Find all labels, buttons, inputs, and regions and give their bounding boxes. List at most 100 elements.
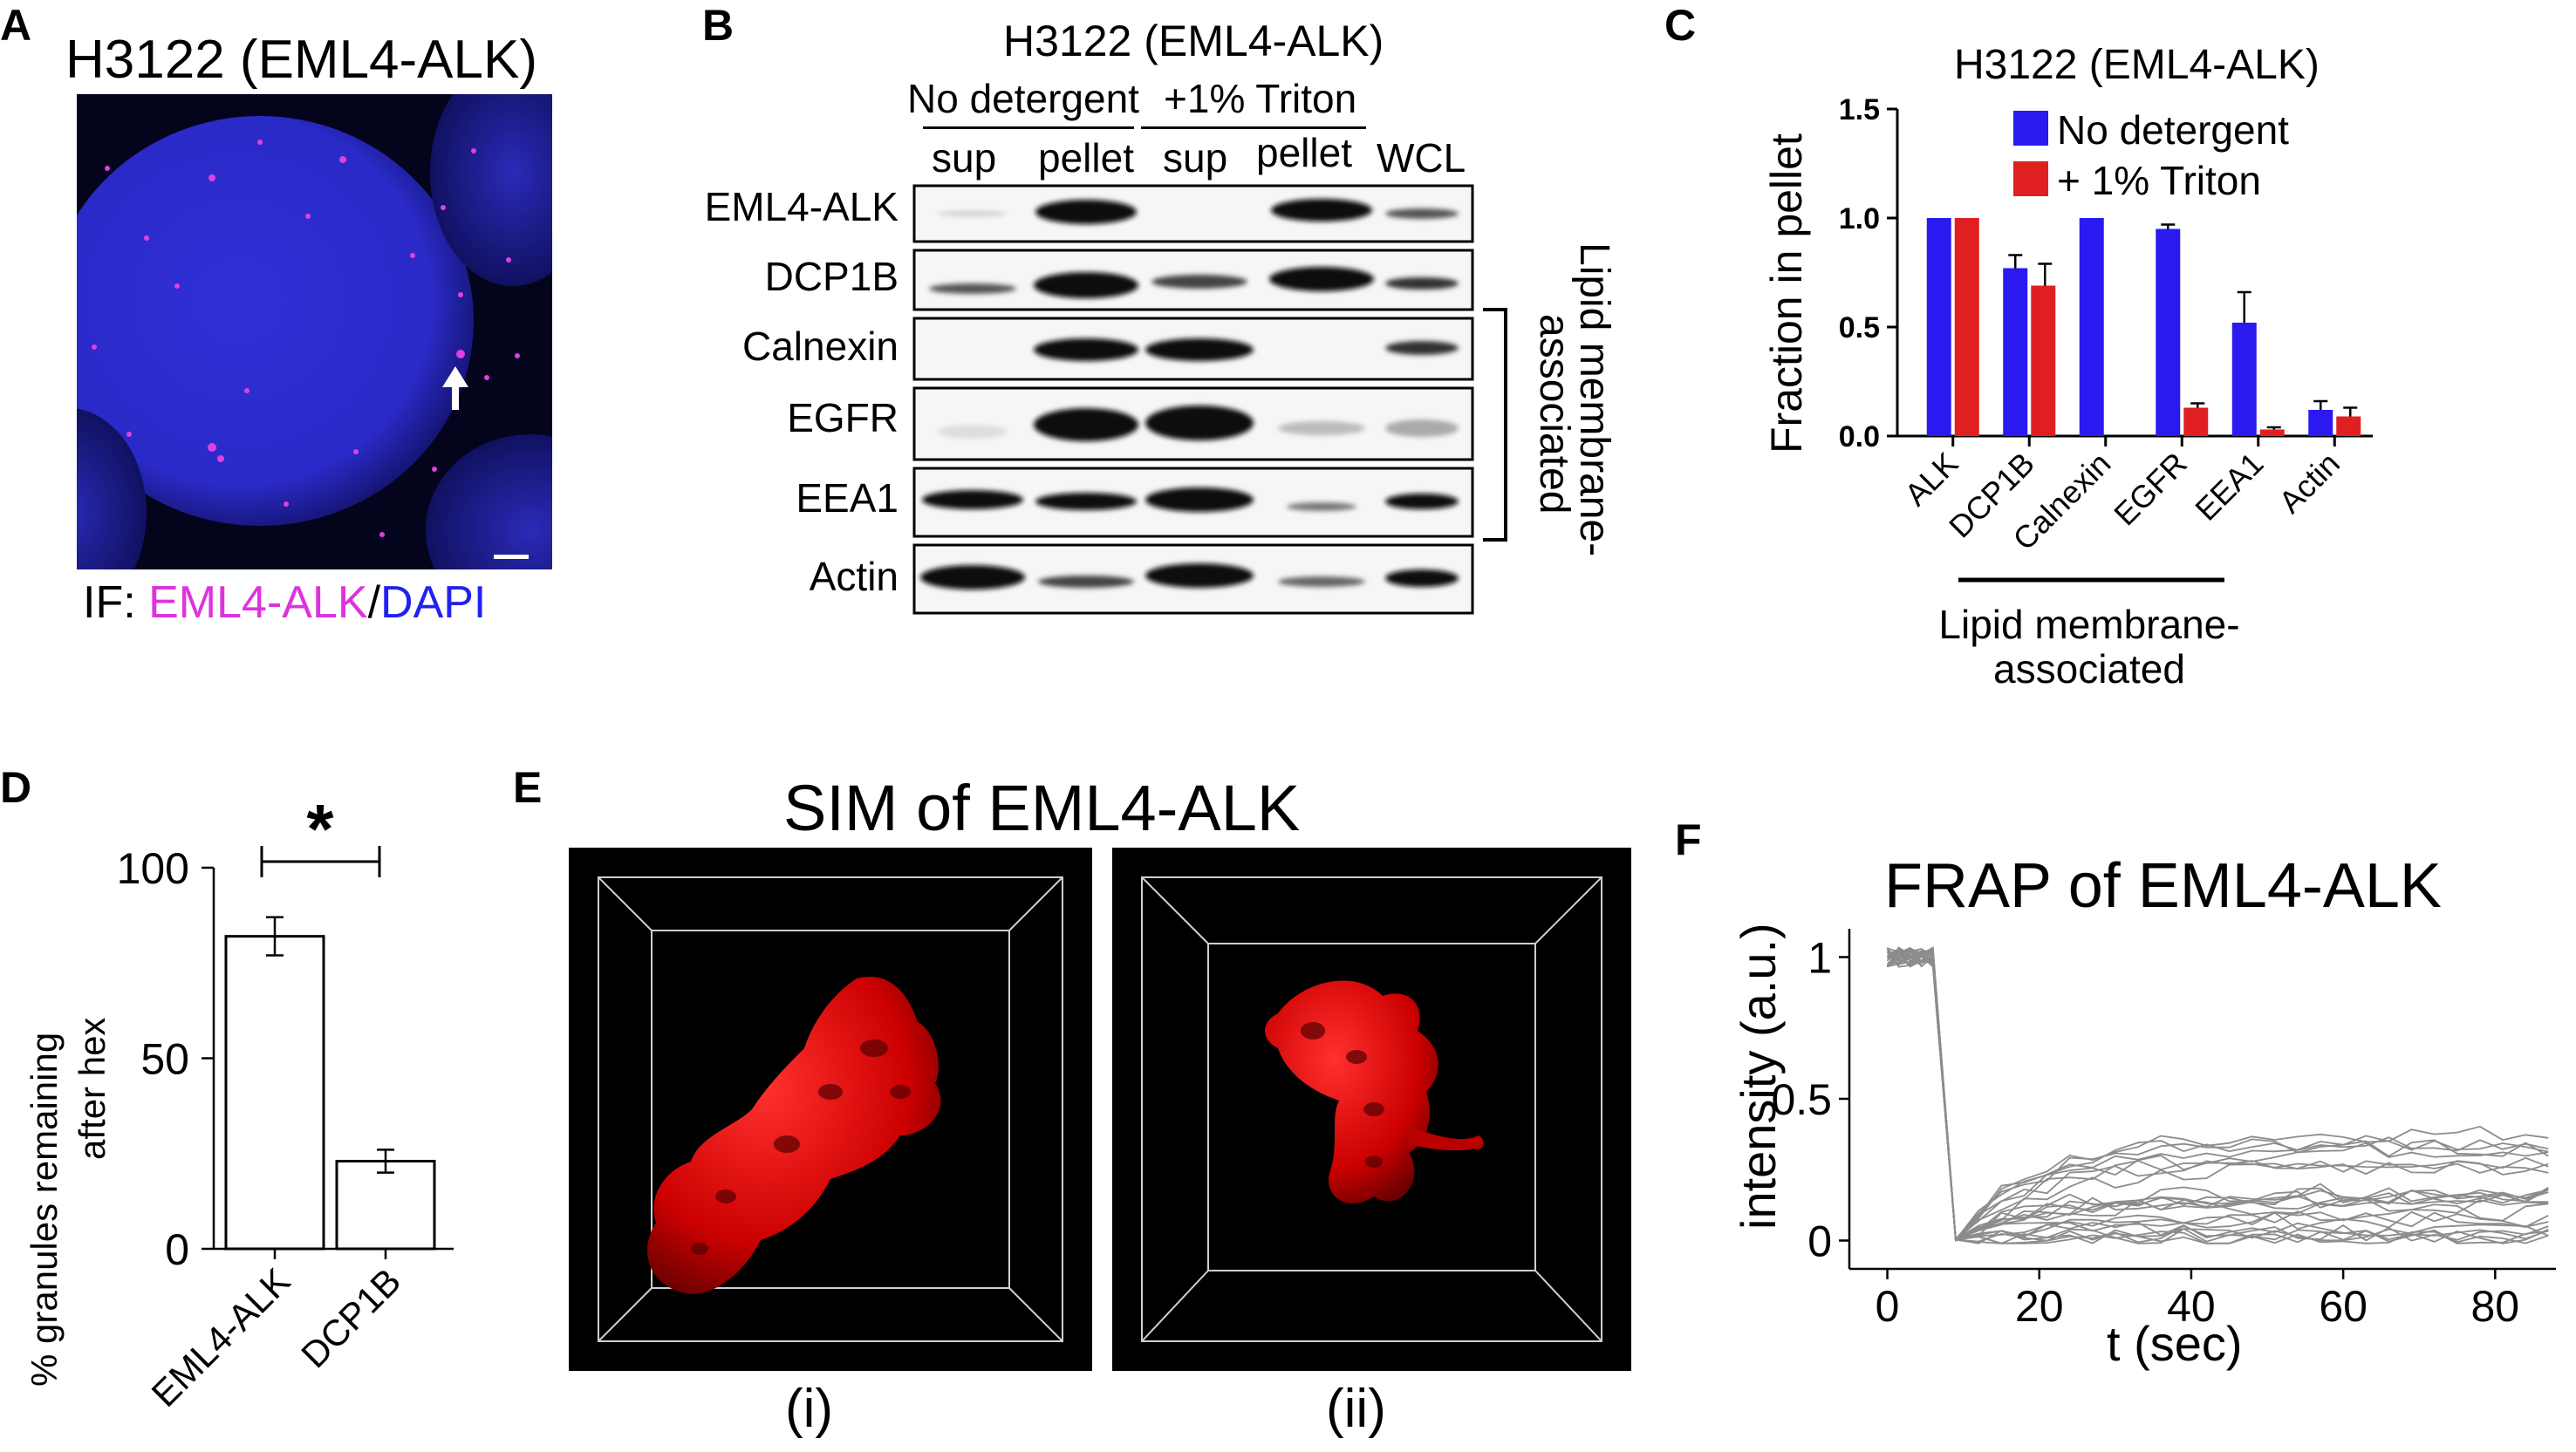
chart-c-bar xyxy=(2003,268,2028,436)
panel-letter-b: B xyxy=(702,1,735,50)
panel-e-title: SIM of EML4-ALK xyxy=(783,772,1301,844)
chart-c-bar xyxy=(2183,407,2209,436)
chart-d-bar xyxy=(335,1159,436,1251)
row-label-1: EML4-ALK xyxy=(704,184,899,229)
caption-dapi: DAPI xyxy=(380,577,487,628)
caption-sep: / xyxy=(367,577,381,628)
sim-label-ii: (ii) xyxy=(1326,1379,1386,1439)
panel-b-bracket-label: Lipid membrane- associated xyxy=(1518,235,1623,619)
chart-f-xtick-label: 20 xyxy=(2015,1282,2064,1331)
row-label-6: Actin xyxy=(809,554,899,599)
sim-render-i xyxy=(569,848,1092,1371)
chart-f-xtick-label: 60 xyxy=(2319,1282,2368,1331)
chart-f-trace xyxy=(1886,948,2549,1244)
chart-d-ytick-label: 100 xyxy=(117,844,189,893)
group-triton: +1% Triton xyxy=(1164,76,1357,121)
chart-f: FRAP of EML4-ALK intensity (a.u.) t (sec) 0… xyxy=(1692,837,2565,1448)
chart-c-title: H3122 (EML4-ALK) xyxy=(1954,42,2320,88)
lipid-bracket xyxy=(1483,308,1507,542)
granule-dots xyxy=(92,140,520,537)
chart-c-note-line1: Lipid membrane- xyxy=(1938,602,2239,647)
chart-c-bar xyxy=(1926,218,1951,436)
chart-c-bar xyxy=(2308,410,2333,436)
chart-c-category-label: EGFR xyxy=(2107,446,2194,533)
chart-f-trace xyxy=(1887,947,2549,1244)
group-no-detergent: No detergent xyxy=(907,76,1139,121)
chart-f-ytick-label: 1 xyxy=(1807,934,1832,983)
chart-d-bar xyxy=(224,935,325,1251)
lane-label-5: WCL xyxy=(1377,135,1466,181)
arrow-icon xyxy=(442,366,468,410)
chart-c-bar xyxy=(2156,228,2181,436)
chart-f-ylabel: intensity (a.u.) xyxy=(1731,923,1786,1230)
chart-c-note-line2: associated xyxy=(1993,646,2185,692)
chart-c: H3122 (EML4-ALK) Fraction in pellet 0.0 0.5… xyxy=(1736,17,2416,698)
scale-bar xyxy=(494,555,529,559)
chart-c-ylabel: Fraction in pellet xyxy=(1762,133,1811,453)
chart-d: % granules remaining after hex 0 50 100 EML4-… xyxy=(17,785,506,1448)
caption-prefix: IF: xyxy=(83,577,149,628)
chart-c-bar xyxy=(1954,218,1979,436)
group-underline-2 xyxy=(1141,126,1366,129)
lane-label-2: pellet xyxy=(1038,135,1134,181)
chart-c-legend-swatch xyxy=(2013,161,2048,196)
chart-f-trace xyxy=(1886,948,2549,1244)
panel-letter-a: A xyxy=(0,1,32,50)
chart-c-category-label: EEA1 xyxy=(2188,446,2270,528)
panel-letter-f: F xyxy=(1675,815,1702,864)
chart-c-legend-swatch xyxy=(2013,111,2048,146)
chart-f-trace xyxy=(1887,950,2549,1244)
chart-f-xtick-label: 40 xyxy=(2167,1282,2216,1331)
chart-d-ytick-label: 0 xyxy=(165,1225,189,1274)
sim-render-ii xyxy=(1112,848,1631,1371)
chart-c-bar xyxy=(2031,285,2056,436)
row-label-2: DCP1B xyxy=(764,254,899,299)
row-label-4: EGFR xyxy=(787,395,899,440)
panel-letter-e: E xyxy=(513,763,543,812)
panel-letter-d: D xyxy=(0,763,32,812)
chart-d-category-label: DCP1B xyxy=(293,1260,408,1375)
row-label-5: EEA1 xyxy=(796,475,899,521)
chart-f-ytick-label: 0 xyxy=(1807,1217,1832,1266)
chart-d-category-label: EML4-ALK xyxy=(144,1260,298,1415)
chart-c-bar xyxy=(2231,323,2257,436)
chart-c-ytick-label: 1.5 xyxy=(1839,93,1880,126)
panel-a-caption: IF: EML4-ALK/DAPI xyxy=(83,580,486,625)
sim-label-i: (i) xyxy=(785,1379,834,1439)
chart-c-category-label: ALK xyxy=(1897,446,1964,513)
chart-f-trace xyxy=(1886,948,2549,1241)
chart-f-ytick-label: 0.5 xyxy=(1771,1075,1832,1124)
chart-c-bar xyxy=(2336,416,2361,436)
chart-c-ytick-label: 0.5 xyxy=(1839,311,1880,344)
panel-a-title: H3122 (EML4-ALK) xyxy=(65,30,538,90)
chart-c-category-label: Actin xyxy=(2272,446,2347,521)
chart-f-xtick-label: 80 xyxy=(2471,1282,2520,1331)
panel-letter-c: C xyxy=(1664,1,1697,50)
chart-f-xtick-label: 0 xyxy=(1876,1282,1900,1331)
caption-eml4-alk: EML4-ALK xyxy=(148,577,368,628)
if-micrograph xyxy=(0,59,635,626)
lane-label-4: pellet xyxy=(1256,130,1352,175)
chart-c-legend-label: + 1% Triton xyxy=(2057,158,2261,203)
row-label-3: Calnexin xyxy=(742,324,899,369)
chart-d-significance: * xyxy=(306,790,334,868)
chart-f-trace xyxy=(1887,948,2549,1243)
chart-c-bar xyxy=(2079,218,2104,436)
panel-b-title: H3122 (EML4-ALK) xyxy=(1003,17,1384,65)
chart-c-ytick-label: 0.0 xyxy=(1839,420,1880,453)
chart-c-ytick-label: 1.0 xyxy=(1839,202,1880,235)
chart-f-xlabel: t (sec) xyxy=(2107,1316,2243,1371)
chart-d-ylabel-line1: % granules remaining xyxy=(24,1033,65,1387)
chart-f-title: FRAP of EML4-ALK xyxy=(1884,851,2442,921)
western-blot xyxy=(912,179,1479,615)
bracket-label-line1: Lipid membrane- xyxy=(1571,242,1617,556)
chart-f-trace xyxy=(1887,950,2549,1244)
lane-label-3: sup xyxy=(1163,135,1228,181)
chart-f-trace xyxy=(1886,954,2549,1244)
lane-label-1: sup xyxy=(932,135,997,181)
chart-d-ylabel-line2: after hex xyxy=(72,1018,113,1160)
group-underline-1 xyxy=(923,126,1134,129)
chart-c-legend-label: No detergent xyxy=(2057,107,2289,153)
chart-d-ytick-label: 50 xyxy=(140,1035,189,1084)
chart-c-bar xyxy=(2259,429,2285,436)
